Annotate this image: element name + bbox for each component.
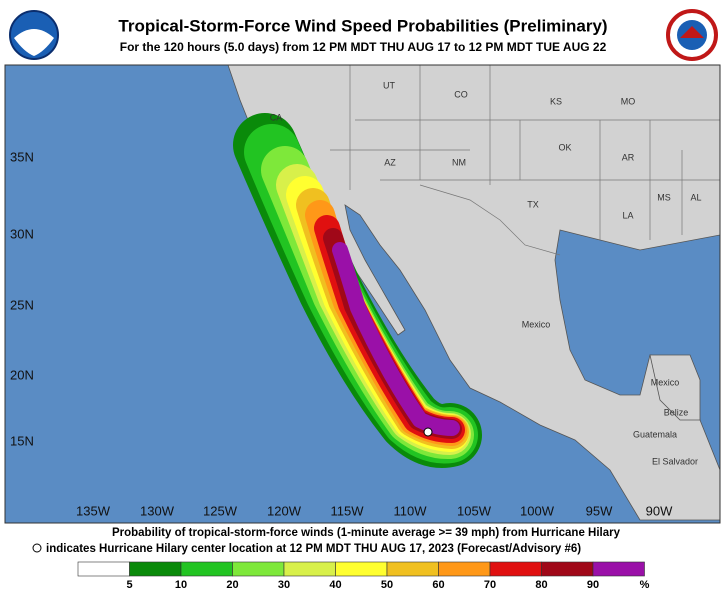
title: Tropical-Storm-Force Wind Speed Probabil… <box>118 16 607 35</box>
legend-swatch <box>592 561 645 577</box>
legend-label: 10 <box>175 579 187 591</box>
lon-label: 110W <box>394 503 428 518</box>
legend-swatch <box>438 561 491 577</box>
lon-label: 100W <box>520 503 555 518</box>
legend-label: 30 <box>278 579 290 591</box>
storm-center <box>423 427 433 437</box>
legend-label: 20 <box>226 579 238 591</box>
place-label: LA <box>622 210 633 220</box>
legend-swatch <box>129 561 182 577</box>
legend-swatch <box>232 561 285 577</box>
lon-label: 135W <box>76 503 111 518</box>
lon-label: 130W <box>140 503 175 518</box>
place-label: Mexico <box>522 319 551 329</box>
legend-label: 60 <box>432 579 444 591</box>
legend-swatch <box>335 561 388 577</box>
place-label: NM <box>452 157 466 167</box>
legend-label: 90 <box>587 579 599 591</box>
legend-swatch <box>180 561 233 577</box>
center-symbol <box>32 543 42 553</box>
place-label: TX <box>527 199 539 209</box>
place-label: AR <box>622 152 635 162</box>
lat-label: 35N <box>10 149 34 164</box>
place-label: Mexico <box>651 377 680 387</box>
legend-label: 80 <box>535 579 547 591</box>
map <box>5 65 720 523</box>
place-label: Belize <box>664 407 689 417</box>
place-label: CA <box>270 112 283 122</box>
lon-label: 105W <box>457 503 492 518</box>
map-border <box>4 64 721 524</box>
footer-line1: Probability of tropical-storm-force wind… <box>112 527 621 539</box>
place-label: Guatemala <box>633 429 677 439</box>
place-label: AL <box>690 192 701 202</box>
lon-label: 125W <box>203 503 238 518</box>
legend-label: 40 <box>329 579 341 591</box>
place-label: MO <box>621 96 636 106</box>
legend-swatch <box>541 561 594 577</box>
legend-swatch <box>489 561 542 577</box>
legend-swatch <box>77 561 130 577</box>
lat-label: 25N <box>10 297 34 312</box>
footer-line2: indicates Hurricane Hilary center locati… <box>46 543 581 555</box>
noaa-logo <box>9 10 59 60</box>
lon-label: 115W <box>331 503 365 518</box>
legend-unit: % <box>640 579 650 591</box>
lat-label: 20N <box>10 367 34 382</box>
lat-label: 30N <box>10 226 34 241</box>
legend-label: 5 <box>126 579 132 591</box>
place-label: UT <box>383 80 395 90</box>
legend: 5 10 20 30 40 50 60 70 80 90% <box>77 561 650 591</box>
place-label: MS <box>657 192 671 202</box>
subtitle: For the 120 hours (5.0 days) from 12 PM … <box>120 40 607 54</box>
legend-label: 50 <box>381 579 393 591</box>
lon-label: 90W <box>646 503 673 518</box>
lat-label: 15N <box>10 433 34 448</box>
legend-label: 70 <box>484 579 496 591</box>
place-label: CO <box>454 89 468 99</box>
legend-swatch <box>283 561 336 577</box>
legend-swatch <box>386 561 439 577</box>
lon-label: 95W <box>586 503 613 518</box>
lon-label: 120W <box>267 503 302 518</box>
place-label: KS <box>550 96 562 106</box>
place-label: AZ <box>384 157 396 167</box>
nws-logo <box>666 9 718 61</box>
place-label: OK <box>558 142 571 152</box>
place-label: El Salvador <box>652 456 698 466</box>
